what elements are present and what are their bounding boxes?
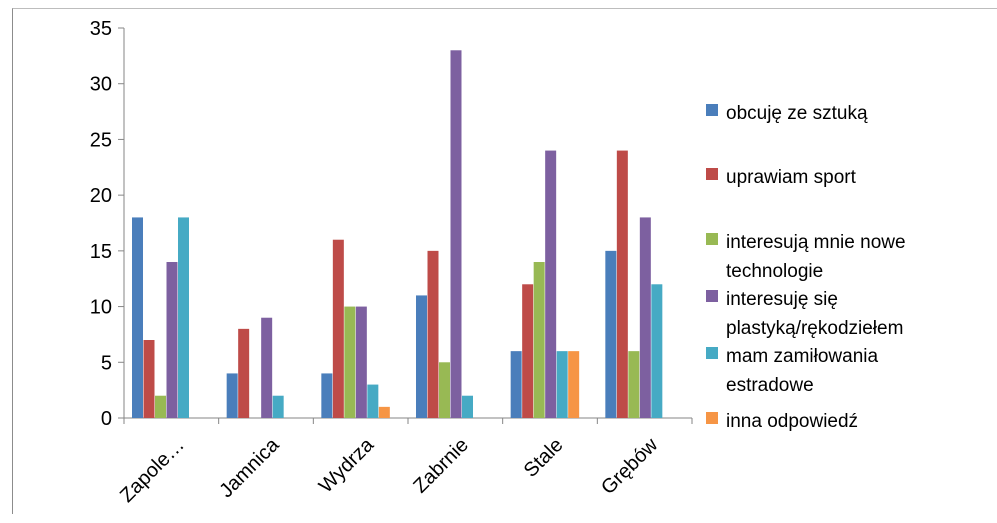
- y-tick-label: 35: [90, 18, 112, 40]
- bar: [238, 328, 250, 418]
- legend-label: uprawiam sport: [726, 167, 857, 188]
- legend-swatch: [706, 168, 718, 180]
- bar: [132, 217, 143, 418]
- legend-swatch: [706, 347, 718, 359]
- chart-frame: [12, 8, 997, 514]
- x-category-label: Wydrza: [315, 433, 379, 497]
- y-tick-label: 30: [90, 74, 112, 96]
- bar: [226, 373, 238, 418]
- y-tick-label: 20: [90, 185, 112, 207]
- bar: [628, 351, 640, 418]
- legend-swatch: [706, 412, 718, 424]
- y-tick-label: 5: [101, 352, 112, 374]
- legend-label: interesuję się: [726, 289, 838, 310]
- bar: [450, 50, 462, 419]
- bar: [651, 284, 663, 418]
- x-category-label: Grębów: [597, 434, 662, 499]
- bar: [427, 250, 439, 418]
- legend-swatch: [706, 290, 718, 302]
- bar: [556, 351, 568, 418]
- bar: [344, 306, 356, 418]
- legend-label: estradowe: [726, 375, 814, 396]
- bar: [261, 317, 273, 418]
- bar: [545, 150, 557, 419]
- legend-label: mam zamiłowania: [726, 346, 878, 367]
- bar: [616, 150, 628, 419]
- bar: [355, 306, 367, 418]
- x-category-label: Jamnica: [215, 433, 284, 502]
- x-category-label: Zabrnie: [409, 434, 473, 498]
- bar: [639, 217, 651, 418]
- legend-label: plastyką/rękodziełem: [726, 318, 903, 339]
- bar: [568, 351, 580, 418]
- bar: [272, 395, 284, 418]
- legend-swatch: [706, 233, 718, 245]
- y-tick-label: 15: [90, 241, 112, 263]
- y-tick-label: 10: [90, 297, 112, 319]
- bar: [416, 295, 427, 418]
- x-category-label: Stale: [520, 434, 568, 482]
- bar: [178, 217, 189, 418]
- x-category-label: Zapole…: [116, 434, 189, 507]
- bar: [439, 362, 450, 418]
- y-tick-label: 25: [90, 129, 112, 151]
- y-tick-label: 0: [101, 408, 112, 430]
- legend-label: inna odpowiedź: [726, 411, 858, 432]
- bar: [462, 395, 473, 418]
- legend-swatch: [706, 104, 718, 116]
- bar: [321, 373, 333, 418]
- bar: [143, 340, 155, 418]
- bar: [378, 406, 390, 418]
- bar: [533, 262, 545, 418]
- bar: [367, 384, 379, 418]
- bar: [510, 351, 522, 418]
- legend-label: technologie: [726, 261, 823, 282]
- legend-label: interesują mnie nowe: [726, 232, 906, 253]
- legend-label: obcuję ze sztuką: [726, 103, 868, 124]
- bar: [605, 250, 617, 418]
- bar: [166, 262, 178, 418]
- bar: [155, 395, 166, 418]
- bar: [522, 284, 534, 418]
- bar: [332, 239, 344, 418]
